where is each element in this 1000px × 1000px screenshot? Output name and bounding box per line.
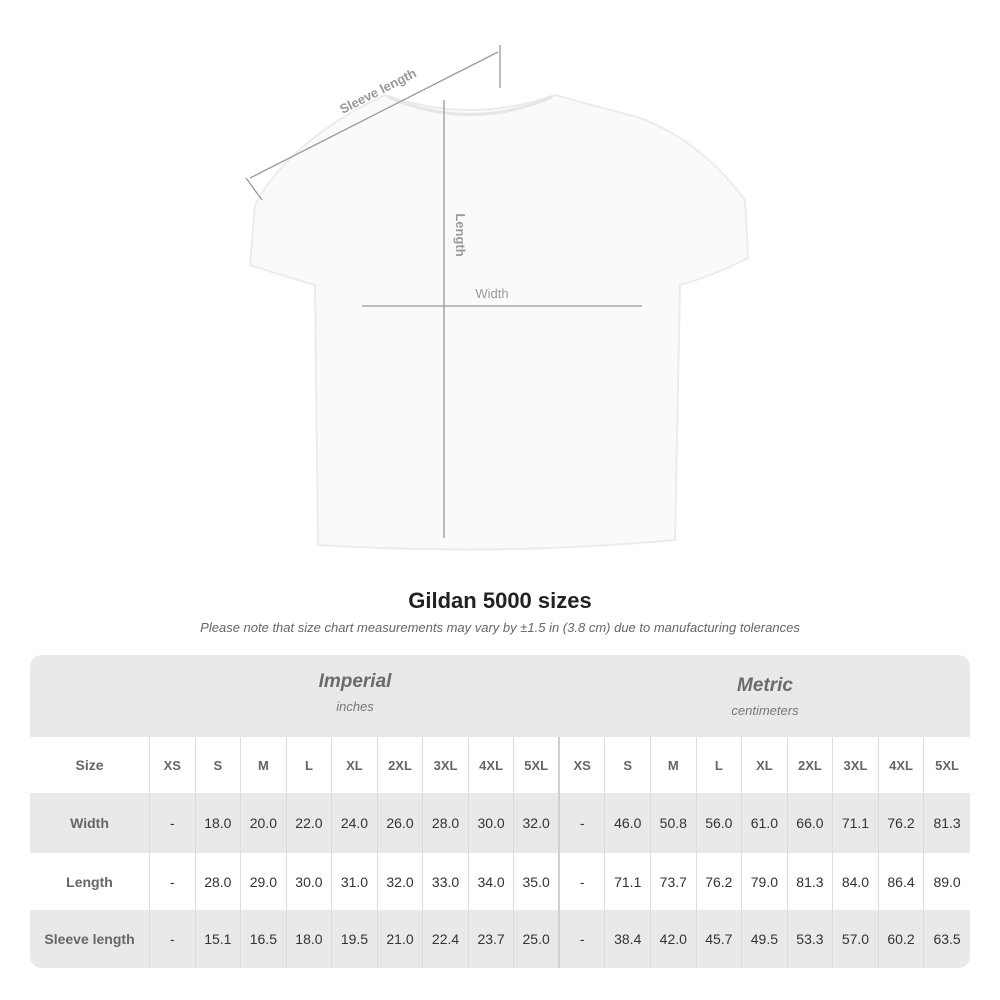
row-label: Length: [30, 853, 150, 910]
imperial-value: 24.0: [332, 793, 378, 853]
metric-value: 76.2: [879, 793, 925, 853]
metric-value: 79.0: [742, 853, 788, 910]
metric-value: 81.3: [788, 853, 834, 910]
metric-value: 50.8: [651, 793, 697, 853]
imperial-value: 35.0: [514, 853, 560, 910]
imperial-value: 33.0: [423, 853, 469, 910]
metric-value: 63.5: [933, 931, 961, 947]
imperial-size-3xl: 3XL: [423, 737, 469, 793]
row-label: Width: [30, 793, 150, 853]
imperial-size-4xl: 4XL: [469, 737, 515, 793]
metric-size-s: S: [605, 737, 652, 793]
metric-value: 60.2: [879, 910, 925, 968]
size-table: Imperial inches Metric centimeters Size X…: [30, 655, 970, 968]
table-row: Sleeve length -15.1 16.5 18.0 19.5 21.0 22.4 23…: [30, 910, 970, 968]
imperial-heading: Imperial: [318, 671, 392, 692]
metric-value: 38.4: [605, 910, 652, 968]
imperial-size-m: M: [241, 737, 287, 793]
metric-size-3xl: 3XL: [833, 737, 879, 793]
metric-size-l: L: [697, 737, 743, 793]
imperial-value: 16.5: [241, 910, 287, 968]
metric-value: 61.0: [742, 793, 788, 853]
imperial-value: 22.0: [287, 793, 333, 853]
metric-size-4xl: 4XL: [879, 737, 925, 793]
imperial-size-l: L: [287, 737, 333, 793]
length-label: Length: [453, 213, 468, 256]
imperial-value: -: [150, 853, 196, 910]
metric-value: -: [560, 793, 606, 853]
size-header-row: Size XS S M L XL 2XL 3XL 4XL 5XL XS S M L XL 2XL 3XL 4XL 5…: [30, 737, 970, 793]
imperial-value: 28.0: [423, 793, 469, 853]
imperial-value: 29.0: [241, 853, 287, 910]
metric-value: 89.0: [933, 873, 961, 890]
imperial-value: 25.0: [514, 910, 560, 968]
table-row: Width -18.0 20.0 22.0 24.0 26.0 28.0 30.0 32.0-4…: [30, 793, 970, 853]
imperial-value: 34.0: [469, 853, 515, 910]
imperial-value: 32.0: [514, 793, 560, 853]
imperial-value: 21.0: [378, 910, 424, 968]
imperial-value: 28.0: [196, 853, 242, 910]
metric-value: 49.5: [742, 910, 788, 968]
measure-lines: [245, 45, 642, 538]
metric-value: 76.2: [697, 853, 743, 910]
metric-value: -: [560, 853, 606, 910]
imperial-size-xl: XL: [332, 737, 378, 793]
imperial-value: 18.0: [287, 910, 333, 968]
metric-size-xs: XS: [560, 737, 606, 793]
imperial-value: 23.7: [469, 910, 515, 968]
imperial-value: 26.0: [378, 793, 424, 853]
tshirt-diagram: Sleeve length Length Width: [245, 45, 750, 551]
imperial-size-s: S: [196, 737, 242, 793]
metric-heading: Metric: [737, 675, 793, 696]
imperial-unit: inches: [336, 699, 374, 714]
imperial-value: 20.0: [241, 793, 287, 853]
metric-size-5xl: 5XL: [935, 757, 959, 773]
imperial-size-5xl: 5XL: [514, 737, 560, 793]
tolerance-note: Please note that size chart measurements…: [200, 620, 800, 635]
size-label: Size: [30, 737, 150, 793]
imperial-value: 30.0: [469, 793, 515, 853]
imperial-header: Imperial inches: [150, 671, 560, 753]
metric-value: 46.0: [605, 793, 652, 853]
metric-value: 66.0: [788, 793, 834, 853]
imperial-value: 15.1: [196, 910, 242, 968]
metric-value: 45.7: [697, 910, 743, 968]
imperial-value: 30.0: [287, 853, 333, 910]
metric-value: 53.3: [788, 910, 834, 968]
metric-value: 81.3: [933, 815, 961, 831]
row-label: Sleeve length: [30, 910, 150, 968]
width-label: Width: [475, 286, 508, 301]
metric-size-2xl: 2XL: [788, 737, 834, 793]
imperial-value: 22.4: [423, 910, 469, 968]
imperial-value: -: [150, 793, 196, 853]
imperial-value: 32.0: [378, 853, 424, 910]
metric-value: -: [560, 910, 606, 968]
metric-value: 42.0: [651, 910, 697, 968]
metric-value: 57.0: [833, 910, 879, 968]
imperial-size-2xl: 2XL: [378, 737, 424, 793]
metric-size-m: M: [651, 737, 697, 793]
metric-unit: centimeters: [731, 703, 799, 718]
chart-title: Gildan 5000 sizes: [408, 588, 592, 613]
metric-size-xl: XL: [742, 737, 788, 793]
metric-value: 86.4: [879, 853, 925, 910]
metric-header: Metric centimeters: [560, 675, 970, 757]
metric-value: 84.0: [833, 853, 879, 910]
imperial-value: -: [150, 910, 196, 968]
metric-value: 73.7: [651, 853, 697, 910]
metric-value: 71.1: [605, 853, 652, 910]
table-row: Length -28.0 29.0 30.0 31.0 32.0 33.0 34.0 35.0-…: [30, 853, 970, 910]
imperial-value: 31.0: [332, 853, 378, 910]
imperial-size-xs: XS: [150, 737, 196, 793]
imperial-value: 19.5: [332, 910, 378, 968]
metric-value: 56.0: [697, 793, 743, 853]
tshirt-shape: [248, 93, 750, 551]
metric-value: 71.1: [833, 793, 879, 853]
imperial-value: 18.0: [196, 793, 242, 853]
